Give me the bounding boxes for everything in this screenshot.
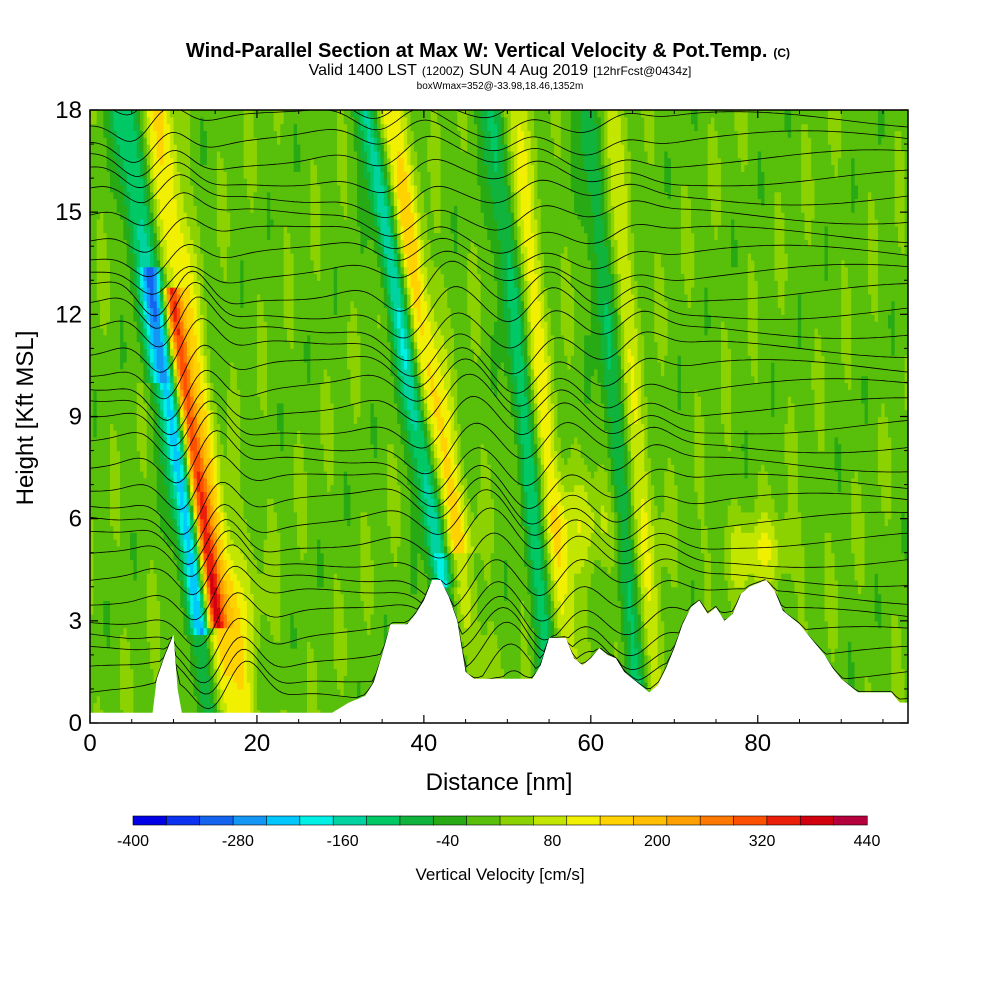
chart-subtitle: Valid 1400 LST (1200Z) SUN 4 Aug 2019 [12hr… [309,62,692,79]
title-copyright-mark: (C) [773,46,790,60]
plot-area [90,44,909,724]
box-info: boxWmax=352@-33.98,18.46,1352m [417,81,584,92]
chart-title: Wind-Parallel Section at Max W: Vertical… [186,40,790,62]
